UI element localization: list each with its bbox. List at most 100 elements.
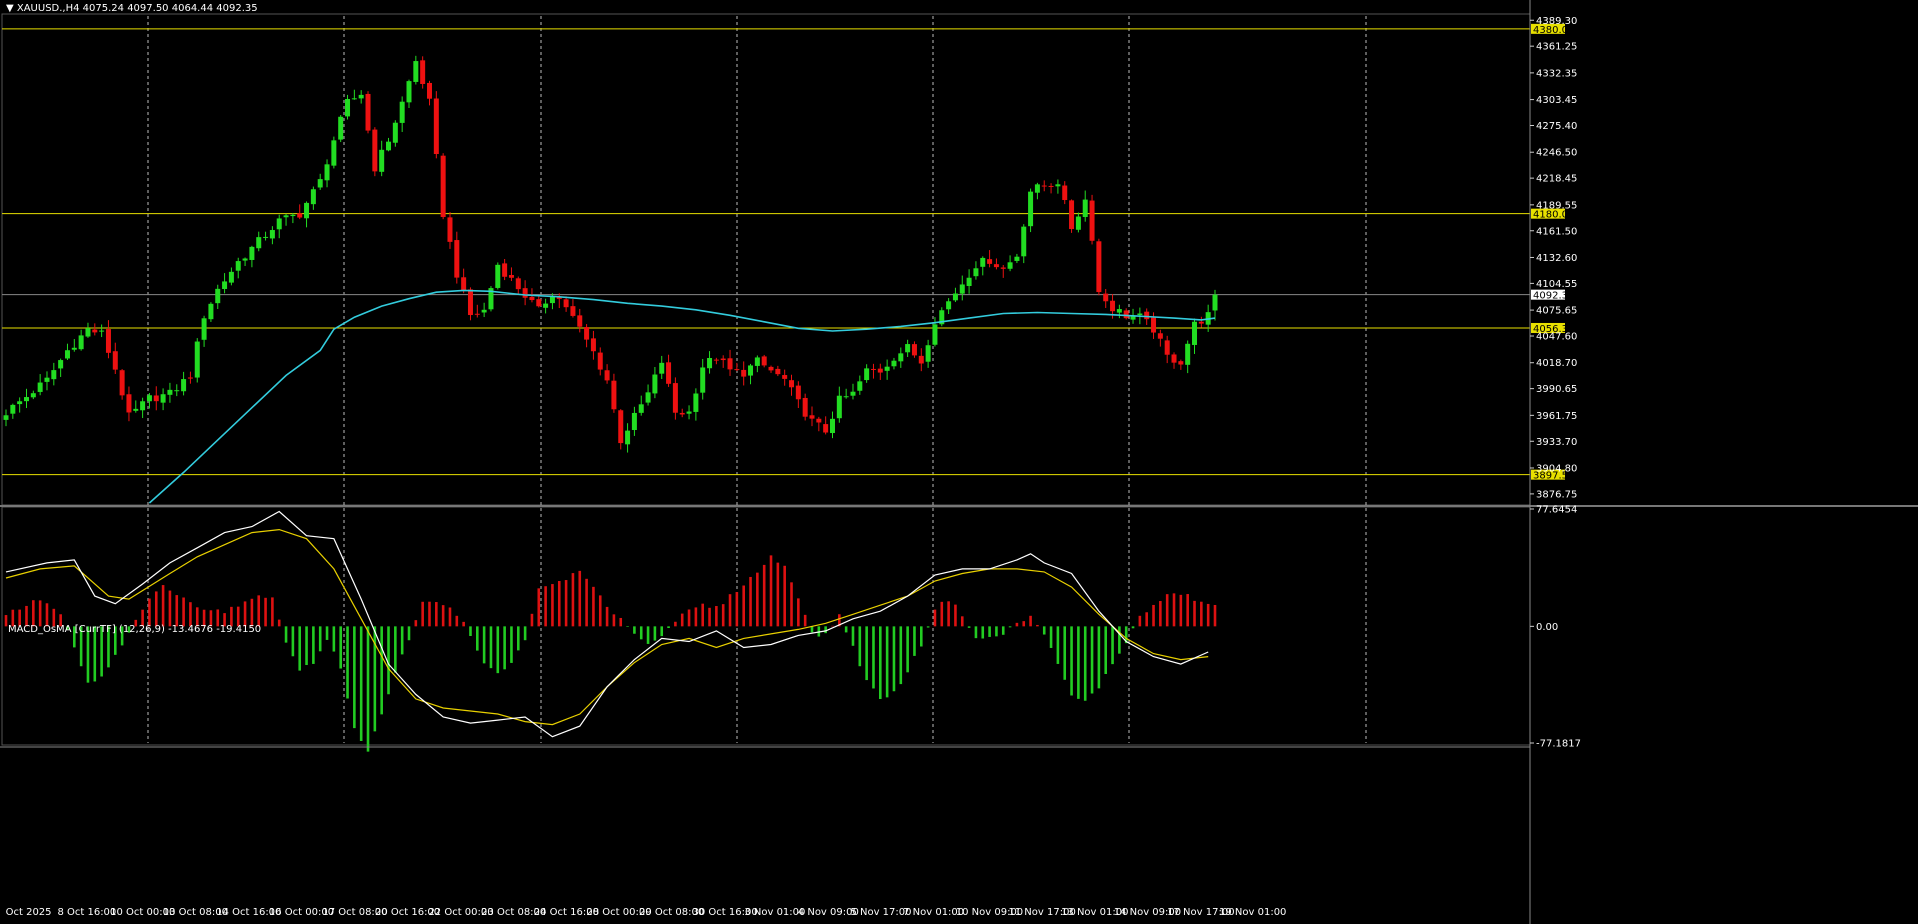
candle <box>1062 181 1068 205</box>
indicator-tick-label: 0.00 <box>1536 622 1558 633</box>
x-tick-label: 3 Nov 01:00 <box>744 907 805 918</box>
level-label: 4180.00 <box>1533 210 1574 221</box>
candle <box>222 273 228 294</box>
signal-line <box>5 528 1209 726</box>
candle <box>939 307 945 327</box>
candle <box>1000 265 1006 278</box>
indicator-tick-label: 77.6454 <box>1536 505 1577 516</box>
candle <box>946 298 952 315</box>
candle <box>358 90 364 104</box>
candle <box>345 94 351 120</box>
candle <box>789 374 795 396</box>
candle <box>99 324 105 338</box>
candle <box>502 258 508 281</box>
candle <box>707 351 713 374</box>
candle <box>276 214 282 239</box>
candle <box>304 201 310 228</box>
candle <box>959 275 965 301</box>
candle <box>618 409 624 450</box>
candle <box>379 140 385 177</box>
y-tick-label: 3990.65 <box>1536 384 1577 395</box>
candle <box>194 338 200 383</box>
y-tick-label: 4275.40 <box>1536 121 1577 132</box>
candle <box>973 261 979 280</box>
level-label-bg <box>1531 208 1565 219</box>
candle <box>666 354 672 387</box>
candle <box>1048 183 1054 194</box>
current-price-label: 4092.35 <box>1533 291 1574 302</box>
candle <box>64 343 70 361</box>
candle <box>242 257 248 266</box>
x-tick-label: 19 Nov 01:00 <box>1219 907 1286 918</box>
candle <box>1171 352 1177 369</box>
x-tick-label: 11 Nov 17:00 <box>1008 907 1075 918</box>
y-tick-label: 4104.55 <box>1536 279 1577 290</box>
candle <box>993 258 999 270</box>
symbol-header: ▼ XAUUSD.,H4 4075.24 4097.50 4064.44 409… <box>6 3 258 14</box>
candle <box>898 347 904 368</box>
candle <box>461 268 467 294</box>
grid-layer <box>0 13 1918 746</box>
candle <box>454 231 460 284</box>
candle <box>112 342 118 375</box>
x-tick-label: 13 Nov 01:00 <box>1061 907 1128 918</box>
candle <box>256 231 262 252</box>
candle <box>1164 335 1170 364</box>
candle <box>748 363 754 385</box>
candle <box>870 363 876 379</box>
candle <box>71 339 77 352</box>
x-tick-label: 10 Oct 00:00 <box>110 907 175 918</box>
candle <box>181 371 187 396</box>
x-tick-label: 5 Nov 17:00 <box>850 907 911 918</box>
candle <box>877 363 883 380</box>
candle <box>153 386 159 411</box>
x-tick-label: 14 Nov 09:00 <box>1114 907 1181 918</box>
y-tick-label: 4303.45 <box>1536 95 1577 106</box>
candle <box>508 267 514 282</box>
candle <box>37 374 43 396</box>
candle <box>1055 179 1061 194</box>
candle <box>297 204 303 220</box>
y-tick-label: 4018.70 <box>1536 358 1577 369</box>
candle <box>952 287 958 303</box>
candle <box>515 276 521 295</box>
candle <box>645 384 651 406</box>
candle <box>187 371 193 384</box>
candle <box>741 361 747 386</box>
y-tick-label: 4332.35 <box>1536 68 1577 79</box>
candle <box>105 320 111 359</box>
candle <box>351 89 357 100</box>
x-tick-label: 20 Oct 16:00 <box>375 907 440 918</box>
candle <box>925 339 931 368</box>
candle <box>754 355 760 373</box>
candle <box>659 355 665 380</box>
candle <box>816 416 822 432</box>
indicator-tick-label: -77.1817 <box>1536 739 1581 750</box>
candle <box>611 373 617 413</box>
candle <box>1123 308 1129 320</box>
x-tick-label: 8 Oct 16:00 <box>57 907 116 918</box>
moving-average <box>148 289 1216 504</box>
candle <box>488 286 494 312</box>
candle <box>891 357 897 370</box>
candle <box>700 358 706 400</box>
candle <box>1157 329 1163 347</box>
level-label: 4380.00 <box>1533 25 1574 36</box>
x-tick-label: 22 Oct 00:00 <box>428 907 493 918</box>
x-tick-label: 17 Nov 17:00 <box>1167 907 1234 918</box>
candle <box>713 357 719 365</box>
candle <box>167 382 173 403</box>
candle <box>51 362 57 386</box>
y-tick-label: 4075.65 <box>1536 306 1577 317</box>
candle <box>590 330 596 360</box>
candle <box>406 79 412 109</box>
candle <box>440 153 446 220</box>
candle <box>290 213 296 224</box>
y-tick-label: 4047.60 <box>1536 332 1577 343</box>
candle <box>597 347 603 376</box>
candle <box>836 386 842 423</box>
axes: 4380.00 4180.00 4056.30 3897.58 4092.35 4389.… <box>0 0 1581 924</box>
y-tick-label: 4161.50 <box>1536 226 1577 237</box>
candle <box>1075 212 1081 233</box>
